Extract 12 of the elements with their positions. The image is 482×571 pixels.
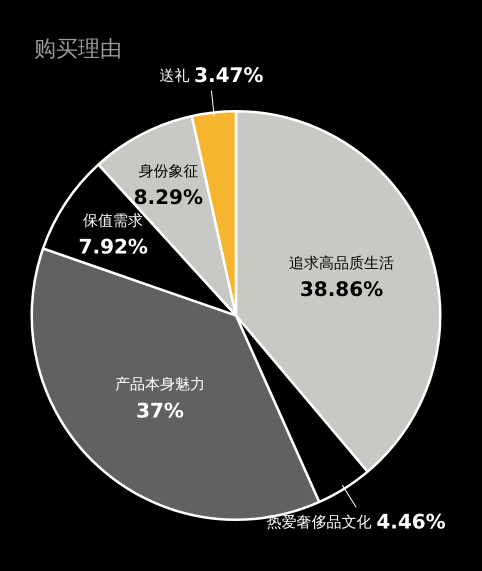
slice-label: 追求高品质生活: [289, 254, 394, 272]
slice-label: 送礼: [159, 66, 190, 84]
data-label: 3.47%: [194, 62, 264, 87]
data-label: 38.86%: [300, 277, 384, 302]
slice-label: 保值需求: [83, 211, 144, 230]
data-label: 37%: [136, 398, 184, 422]
data-label: 7.92%: [78, 234, 148, 259]
data-label: 4.46%: [376, 509, 446, 534]
slice-label: 产品本身魅力: [115, 375, 206, 394]
slice-label: 身份象征: [138, 162, 198, 180]
data-label: 8.29%: [134, 185, 203, 210]
chart-title: 购买理由: [34, 36, 122, 64]
